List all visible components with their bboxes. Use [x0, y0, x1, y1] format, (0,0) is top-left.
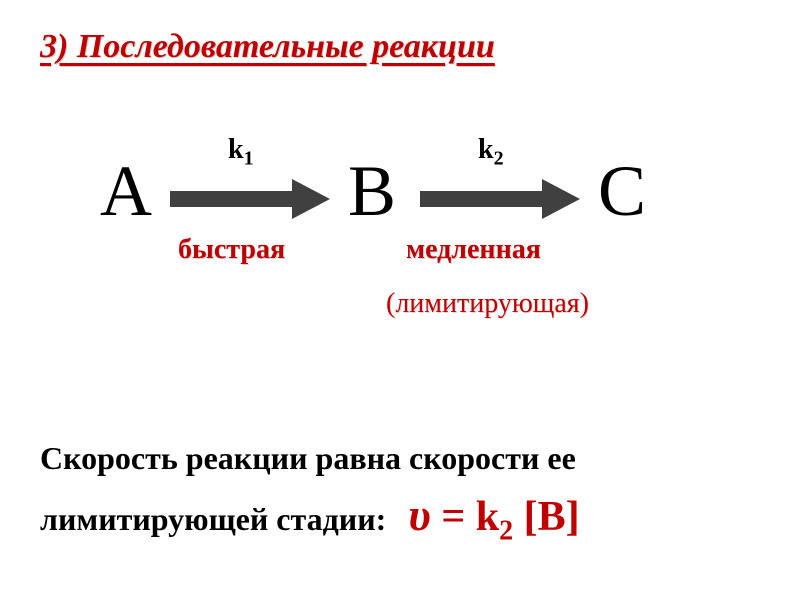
- k1-sub: 1: [244, 148, 254, 170]
- eq-k: k: [476, 494, 499, 540]
- k2-sub: 2: [494, 148, 504, 170]
- sentence-line1: Скорость реакции равна скорости ее: [40, 430, 760, 488]
- rate-constant-k2: k2: [478, 134, 504, 171]
- species-c: C: [598, 150, 646, 233]
- k1-base: k: [228, 134, 244, 165]
- sentence-line2-prefix: лимитирующей стадии:: [40, 501, 386, 537]
- rate-constant-k1: k1: [228, 134, 254, 171]
- eq-equals: =: [431, 494, 476, 540]
- eq-k-sub: 2: [499, 515, 513, 546]
- limiting-note: (лимитирующая): [386, 288, 589, 320]
- species-a: A: [100, 150, 152, 233]
- arrow-ab: [170, 176, 330, 222]
- species-b: B: [348, 150, 396, 233]
- slide-title: 3) Последовательные реакции: [40, 28, 495, 66]
- k2-base: k: [478, 134, 494, 165]
- rate-equation: υ = k2 [B]: [408, 494, 579, 540]
- step-slow-label: медленная: [406, 234, 541, 266]
- arrow-bc: [420, 176, 580, 222]
- step-fast-label: быстрая: [178, 234, 285, 266]
- eq-tail: [B]: [513, 494, 580, 540]
- eq-upsilon: υ: [408, 489, 431, 540]
- reaction-scheme: A k1 быстрая B k2 медленная (лимитирующа…: [100, 140, 700, 320]
- rate-law-statement: Скорость реакции равна скорости ее лимит…: [40, 430, 760, 548]
